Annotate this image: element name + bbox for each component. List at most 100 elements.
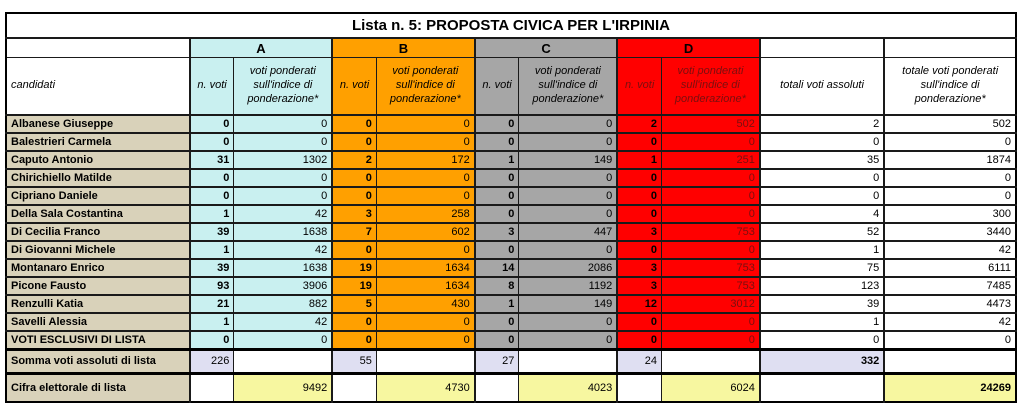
table-row: Di Giovanni Michele 1 42 0 0 0 0 0 0 1 42 xyxy=(5,240,1017,260)
candidate-name-cell: Di Cecilia Franco xyxy=(5,222,191,242)
ponderati-cell: 0 xyxy=(233,168,333,188)
ponderati-header-d: voti ponderati sull'indice di ponderazio… xyxy=(660,57,761,116)
group-b-header: B xyxy=(331,37,476,58)
table-row: Cipriano Daniele 0 0 0 0 0 0 0 0 0 0 xyxy=(5,186,1017,206)
candidate-name-cell: Chirichiello Matilde xyxy=(5,168,191,188)
ponderati-cell: 1638 xyxy=(233,222,333,242)
n-voti-cell: 19 xyxy=(331,276,377,296)
cifra-b-blank xyxy=(331,371,377,403)
table-row: Di Cecilia Franco 39 1638 7 602 3 447 3 753 52 344… xyxy=(5,222,1017,242)
ponderati-cell: 0 xyxy=(375,132,476,152)
table-row: Picone Fausto 93 3906 19 1634 8 1192 3 753 123 748… xyxy=(5,276,1017,296)
n-voti-header-b: n. voti xyxy=(331,57,377,116)
totali-assoluti-header: totali voti assoluti xyxy=(758,57,885,116)
candidate-name-cell: Renzulli Katia xyxy=(5,294,191,314)
n-voti-cell: 0 xyxy=(188,114,235,134)
table-row: Renzulli Katia 21 882 5 430 1 149 12 3012 39 4473 xyxy=(5,294,1017,314)
cifra-total: 24269 xyxy=(883,371,1017,403)
totali-assoluti-cell: 0 xyxy=(758,330,885,350)
ponderati-cell: 0 xyxy=(518,168,618,188)
ponderati-cell: 0 xyxy=(375,114,476,134)
table-row: Della Sala Costantina 1 42 3 258 0 0 0 0 4 300 xyxy=(5,204,1017,224)
candidate-name-cell: Cipriano Daniele xyxy=(5,186,191,206)
ponderati-cell: 172 xyxy=(375,150,476,170)
ponderati-cell: 0 xyxy=(375,240,476,260)
ponderati-cell: 3012 xyxy=(660,294,761,314)
n-voti-header-c: n. voti xyxy=(473,57,520,116)
totali-assoluti-cell: 123 xyxy=(758,276,885,296)
ponderati-cell: 753 xyxy=(660,276,761,296)
candidati-header: candidati xyxy=(5,57,191,116)
n-voti-cell: 8 xyxy=(473,276,520,296)
empty-corner-cell xyxy=(5,37,191,58)
candidate-name-cell: Albanese Giuseppe xyxy=(5,114,191,134)
cifra-b: 4730 xyxy=(375,371,476,403)
totale-ponderati-cell: 3440 xyxy=(883,222,1017,242)
page-title: Lista n. 5: PROPOSTA CIVICA PER L'IRPINI… xyxy=(5,12,1017,39)
totale-ponderati-cell: 42 xyxy=(883,240,1017,260)
n-voti-header-d: n. voti xyxy=(616,57,662,116)
totale-ponderati-cell: 0 xyxy=(883,168,1017,188)
ponderati-cell: 0 xyxy=(518,204,618,224)
ponderati-cell: 602 xyxy=(375,222,476,242)
table-row: Albanese Giuseppe 0 0 0 0 0 0 2 502 2 502 xyxy=(5,114,1017,134)
n-voti-cell: 1 xyxy=(473,150,520,170)
totale-ponderati-cell: 1874 xyxy=(883,150,1017,170)
ponderati-cell: 0 xyxy=(375,168,476,188)
ponderati-cell: 0 xyxy=(660,186,761,206)
n-voti-cell: 3 xyxy=(331,204,377,224)
somma-a-blank xyxy=(233,347,333,374)
ponderati-cell: 42 xyxy=(233,204,333,224)
ponderati-cell: 447 xyxy=(518,222,618,242)
empty-totale-cell xyxy=(883,37,1017,58)
candidate-name-cell: Della Sala Costantina xyxy=(5,204,191,224)
ponderati-cell: 0 xyxy=(660,132,761,152)
n-voti-cell: 1 xyxy=(188,240,235,260)
totale-ponderati-cell: 300 xyxy=(883,204,1017,224)
page: Lista n. 5: PROPOSTA CIVICA PER L'IRPINI… xyxy=(5,12,1017,403)
totali-assoluti-cell: 35 xyxy=(758,150,885,170)
candidate-name-cell: Picone Fausto xyxy=(5,276,191,296)
n-voti-cell: 0 xyxy=(331,330,377,350)
totale-ponderati-cell: 0 xyxy=(883,330,1017,350)
n-voti-cell: 7 xyxy=(331,222,377,242)
n-voti-cell: 12 xyxy=(616,294,662,314)
ponderati-cell: 2086 xyxy=(518,258,618,278)
ponderati-cell: 753 xyxy=(660,258,761,278)
somma-total: 332 xyxy=(758,347,885,374)
ponderati-cell: 502 xyxy=(660,114,761,134)
ponderati-cell: 0 xyxy=(518,186,618,206)
ponderati-header-c: voti ponderati sull'indice di ponderazio… xyxy=(518,57,618,116)
n-voti-cell: 0 xyxy=(473,240,520,260)
group-header-row: A B C D xyxy=(5,37,1017,58)
candidate-name-cell: Di Giovanni Michele xyxy=(5,240,191,260)
cifra-totali-blank xyxy=(758,371,885,403)
n-voti-cell: 0 xyxy=(473,330,520,350)
ponderati-cell: 251 xyxy=(660,150,761,170)
n-voti-cell: 0 xyxy=(473,114,520,134)
group-c-header: C xyxy=(473,37,618,58)
totale-ponderati-cell: 0 xyxy=(883,132,1017,152)
totale-ponderati-cell: 0 xyxy=(883,186,1017,206)
n-voti-cell: 0 xyxy=(616,168,662,188)
cifra-a: 9492 xyxy=(233,371,333,403)
empty-totali-cell xyxy=(758,37,885,58)
table-row: Savelli Alessia 1 42 0 0 0 0 0 0 1 42 xyxy=(5,312,1017,332)
n-voti-cell: 5 xyxy=(331,294,377,314)
n-voti-cell: 93 xyxy=(188,276,235,296)
totali-assoluti-cell: 39 xyxy=(758,294,885,314)
candidate-name-cell: Balestrieri Carmela xyxy=(5,132,191,152)
ponderati-cell: 0 xyxy=(518,330,618,350)
ponderati-header-b: voti ponderati sull'indice di ponderazio… xyxy=(375,57,476,116)
n-voti-cell: 1 xyxy=(473,294,520,314)
table-row: Chirichiello Matilde 0 0 0 0 0 0 0 0 0 0 xyxy=(5,168,1017,188)
somma-d-blank xyxy=(660,347,761,374)
ponderati-cell: 42 xyxy=(233,240,333,260)
ponderati-cell: 0 xyxy=(375,330,476,350)
n-voti-cell: 0 xyxy=(473,168,520,188)
ponderati-cell: 258 xyxy=(375,204,476,224)
ponderati-cell: 0 xyxy=(233,330,333,350)
n-voti-cell: 0 xyxy=(188,168,235,188)
candidate-name-cell: Savelli Alessia xyxy=(5,312,191,332)
n-voti-cell: 0 xyxy=(473,204,520,224)
